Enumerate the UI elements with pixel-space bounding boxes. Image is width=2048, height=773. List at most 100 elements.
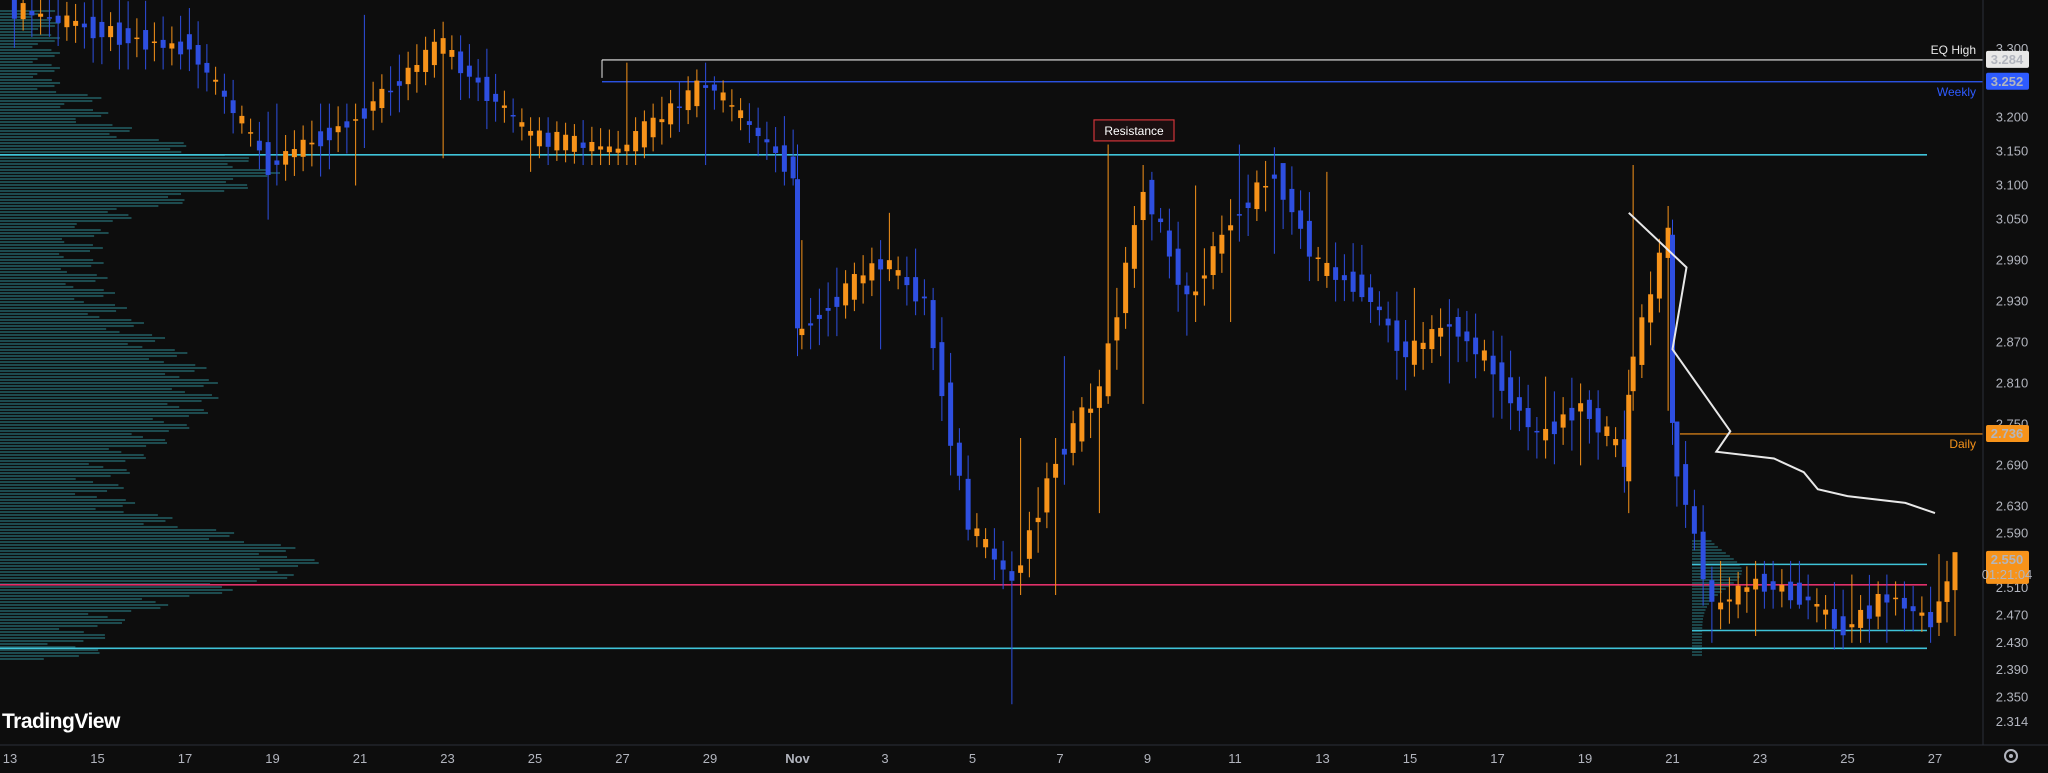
- price-tick-label: 2.350: [1996, 689, 2029, 704]
- volume-bar: [0, 196, 169, 198]
- candle-body: [878, 259, 884, 270]
- volume-bar: [0, 376, 180, 378]
- volume-bar: [1692, 621, 1703, 623]
- volume-bar: [0, 313, 88, 315]
- candle-body: [659, 119, 665, 123]
- volume-bar: [0, 340, 156, 342]
- volume-bar: [0, 157, 249, 159]
- volume-bar: [0, 238, 62, 240]
- volume-bar: [0, 217, 132, 219]
- time-tick-label: 15: [1403, 751, 1417, 766]
- time-tick-label: 3: [881, 751, 888, 766]
- time-tick-label: 9: [1144, 751, 1151, 766]
- candle-body: [685, 90, 691, 111]
- volume-bar: [0, 616, 108, 618]
- volume-bar: [1692, 615, 1704, 617]
- volume-bar: [0, 31, 33, 33]
- volume-bar: [0, 637, 106, 639]
- volume-bar: [0, 34, 52, 36]
- candle-body: [1455, 316, 1461, 337]
- price-tick-label: 2.470: [1996, 608, 2029, 623]
- volume-bar: [0, 316, 100, 318]
- candle-body: [1499, 362, 1505, 391]
- time-tick-label: 19: [265, 751, 279, 766]
- volume-bar: [0, 265, 92, 267]
- time-tick-label: 13: [1315, 751, 1329, 766]
- candle-body: [20, 3, 26, 20]
- candle-body: [1674, 421, 1680, 477]
- volume-bar: [0, 463, 89, 465]
- gear-icon[interactable]: [2004, 749, 2018, 763]
- candle-body: [1446, 324, 1452, 327]
- candle-body: [1814, 604, 1820, 607]
- volume-bar: [0, 517, 173, 519]
- volume-bar: [0, 130, 130, 132]
- volume-bar: [0, 493, 76, 495]
- candle-body: [720, 92, 726, 101]
- volume-bar: [0, 346, 143, 348]
- candle-body: [711, 84, 717, 91]
- volume-bar: [0, 241, 65, 243]
- volume-bar: [0, 649, 99, 651]
- volume-bar: [0, 451, 122, 453]
- volume-bar: [0, 205, 159, 207]
- volume-bar: [0, 460, 126, 462]
- volume-bar: [1692, 588, 1726, 590]
- candle-body: [326, 127, 332, 141]
- time-tick-label: 21: [353, 751, 367, 766]
- volume-bar: [1692, 561, 1738, 563]
- volume-bar: [0, 511, 124, 513]
- volume-bar: [0, 133, 110, 135]
- volume-bar: [0, 142, 184, 144]
- candle-body: [676, 106, 682, 108]
- price-tick-label: 2.990: [1996, 253, 2029, 268]
- volume-bar: [0, 652, 100, 654]
- price-tick-label: 3.150: [1996, 143, 2029, 158]
- volume-bar: [1692, 570, 1742, 572]
- candle-body: [869, 263, 875, 281]
- volume-bar: [0, 43, 38, 45]
- candle-body: [974, 528, 980, 537]
- candle-body: [1175, 248, 1181, 285]
- volume-bar: [0, 388, 172, 390]
- candle-body: [1626, 394, 1632, 482]
- candle-body: [528, 130, 534, 136]
- volume-bar: [0, 91, 57, 93]
- candle-body: [458, 51, 464, 74]
- volume-bar: [0, 613, 89, 615]
- candle-body: [563, 134, 569, 151]
- volume-bar: [0, 271, 67, 273]
- candle-body: [1228, 225, 1234, 231]
- time-tick-label: 17: [1490, 751, 1504, 766]
- countdown-text: 01:21:04: [1982, 567, 2033, 582]
- volume-bar: [0, 370, 195, 372]
- level-name: Weekly: [1937, 85, 1976, 99]
- eq-high-price-tag-bg: [1986, 50, 2029, 68]
- volume-bar: [0, 322, 144, 324]
- time-tick-label: 27: [1928, 751, 1942, 766]
- candle-body: [186, 34, 192, 50]
- candle-body: [300, 139, 306, 157]
- volume-bar: [0, 277, 108, 279]
- volume-bar: [1692, 549, 1722, 551]
- volume-bar: [0, 202, 183, 204]
- candle-body: [536, 130, 542, 147]
- candle-body: [475, 77, 481, 83]
- eq-high-price-tag-text: 3.284: [1991, 52, 2024, 67]
- volume-bar: [0, 481, 94, 483]
- volume-bar: [0, 64, 52, 66]
- candle-body: [291, 149, 297, 158]
- price-tick-label: 2.810: [1996, 375, 2029, 390]
- candle-body: [1884, 594, 1890, 603]
- candle-body: [1105, 343, 1111, 397]
- candle-body: [1595, 408, 1601, 433]
- price-tick-label: 2.314: [1996, 714, 2029, 729]
- candle-body: [46, 17, 52, 19]
- volume-bar: [0, 418, 153, 420]
- volume-bar: [0, 610, 132, 612]
- volume-bar: [0, 310, 117, 312]
- candle-body: [738, 110, 744, 119]
- volume-bar: [0, 106, 61, 108]
